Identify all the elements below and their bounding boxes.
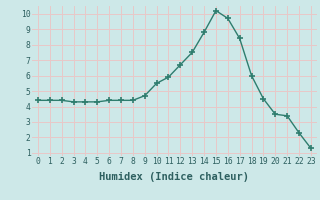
X-axis label: Humidex (Indice chaleur): Humidex (Indice chaleur) (100, 172, 249, 182)
